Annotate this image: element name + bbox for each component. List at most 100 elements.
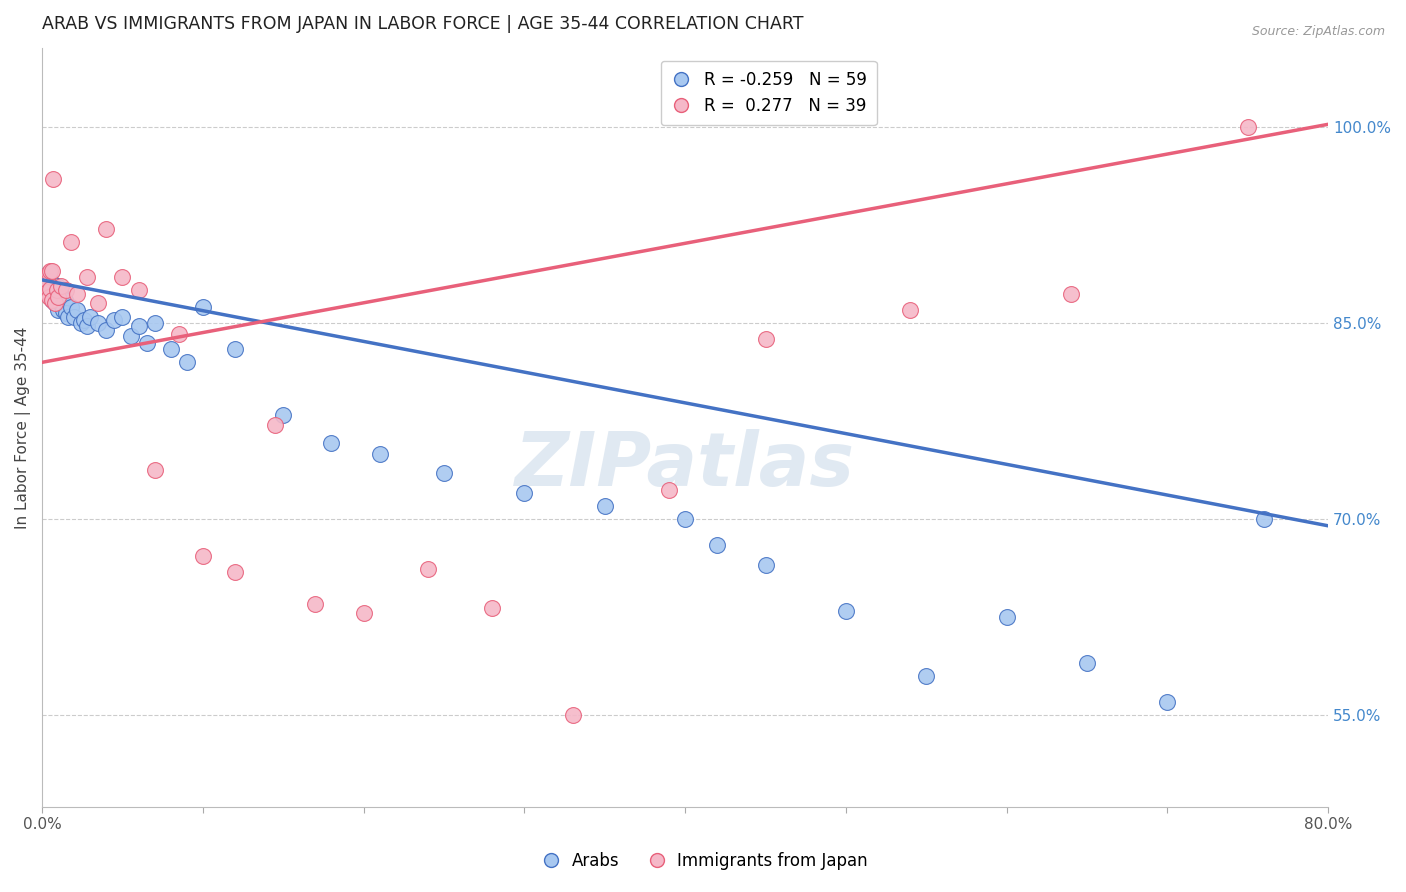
Point (34, 284, 56, 298)
Point (60, 235, 83, 249)
Point (271, 408, 294, 422)
Point (63, 310, 86, 324)
Point (658, 483, 681, 498)
Point (41, 264, 63, 278)
Point (45, 279, 67, 293)
Point (39, 264, 62, 278)
Point (96, 222, 118, 236)
Point (1236, 120, 1258, 134)
Point (143, 462, 166, 476)
Point (416, 562, 439, 576)
Point (673, 512, 696, 526)
Point (143, 316, 166, 330)
Point (1156, 695, 1178, 709)
Point (304, 597, 326, 611)
Point (55, 305, 77, 319)
Point (51, 279, 73, 293)
Point (191, 301, 214, 315)
Point (76, 270, 98, 285)
Point (995, 610, 1018, 624)
Point (53, 293, 76, 307)
Point (42, 287, 65, 301)
Point (176, 355, 198, 369)
Point (38, 266, 60, 280)
Point (39, 282, 62, 296)
Point (34, 277, 56, 291)
Point (481, 601, 503, 615)
Point (120, 329, 142, 343)
Point (135, 335, 157, 350)
Point (49, 296, 72, 310)
Point (835, 604, 858, 618)
Point (56, 310, 79, 324)
Point (45, 284, 67, 298)
Point (39, 290, 62, 304)
Text: Source: ZipAtlas.com: Source: ZipAtlas.com (1251, 25, 1385, 38)
Point (224, 343, 246, 357)
Point (706, 538, 728, 552)
Point (55, 284, 77, 298)
Point (35, 270, 58, 285)
Point (76, 318, 98, 333)
Point (191, 549, 214, 563)
Point (128, 284, 150, 298)
Point (128, 318, 150, 333)
Point (66, 303, 89, 318)
Point (44, 296, 66, 310)
Point (39, 274, 62, 288)
Point (35, 274, 58, 288)
Point (561, 708, 583, 723)
Point (754, 558, 776, 572)
Point (898, 303, 921, 318)
Point (60, 301, 83, 315)
Point (46, 284, 69, 298)
Point (66, 287, 89, 301)
Point (38, 290, 60, 304)
Point (1253, 512, 1275, 526)
Legend: R = -0.259   N = 59, R =  0.277   N = 39: R = -0.259 N = 59, R = 0.277 N = 39 (661, 61, 877, 125)
Point (42, 277, 65, 291)
Point (96, 323, 118, 337)
Point (368, 447, 391, 461)
Point (46, 290, 69, 304)
Y-axis label: In Labor Force | Age 35-44: In Labor Force | Age 35-44 (15, 326, 31, 529)
Point (264, 418, 287, 433)
Point (46, 303, 69, 318)
Point (35, 285, 58, 299)
Point (32, 277, 55, 291)
Point (38, 266, 60, 280)
Point (44, 290, 66, 304)
Point (159, 343, 181, 357)
Point (69, 316, 91, 330)
Point (34, 274, 56, 288)
Point (1060, 287, 1083, 301)
Point (44, 296, 66, 310)
Point (167, 326, 190, 341)
Point (79, 310, 101, 324)
Point (754, 332, 776, 346)
Point (87, 296, 110, 310)
Point (111, 270, 134, 285)
Point (111, 310, 134, 324)
Point (42, 172, 65, 186)
Point (87, 316, 110, 330)
Point (51, 287, 73, 301)
Text: ZIPatlas: ZIPatlas (515, 429, 855, 502)
Point (915, 669, 938, 683)
Point (52, 303, 75, 318)
Point (34, 279, 56, 293)
Legend: Arabs, Immigrants from Japan: Arabs, Immigrants from Japan (531, 846, 875, 877)
Point (103, 313, 125, 327)
Point (38, 287, 60, 301)
Point (1076, 656, 1098, 670)
Point (433, 467, 456, 481)
Point (41, 284, 63, 298)
Point (39, 282, 62, 296)
Point (41, 293, 63, 307)
Point (41, 293, 63, 307)
Point (32, 279, 55, 293)
Point (353, 607, 375, 621)
Point (593, 499, 616, 513)
Point (35, 284, 58, 298)
Text: ARAB VS IMMIGRANTS FROM JAPAN IN LABOR FORCE | AGE 35-44 CORRELATION CHART: ARAB VS IMMIGRANTS FROM JAPAN IN LABOR F… (42, 15, 804, 33)
